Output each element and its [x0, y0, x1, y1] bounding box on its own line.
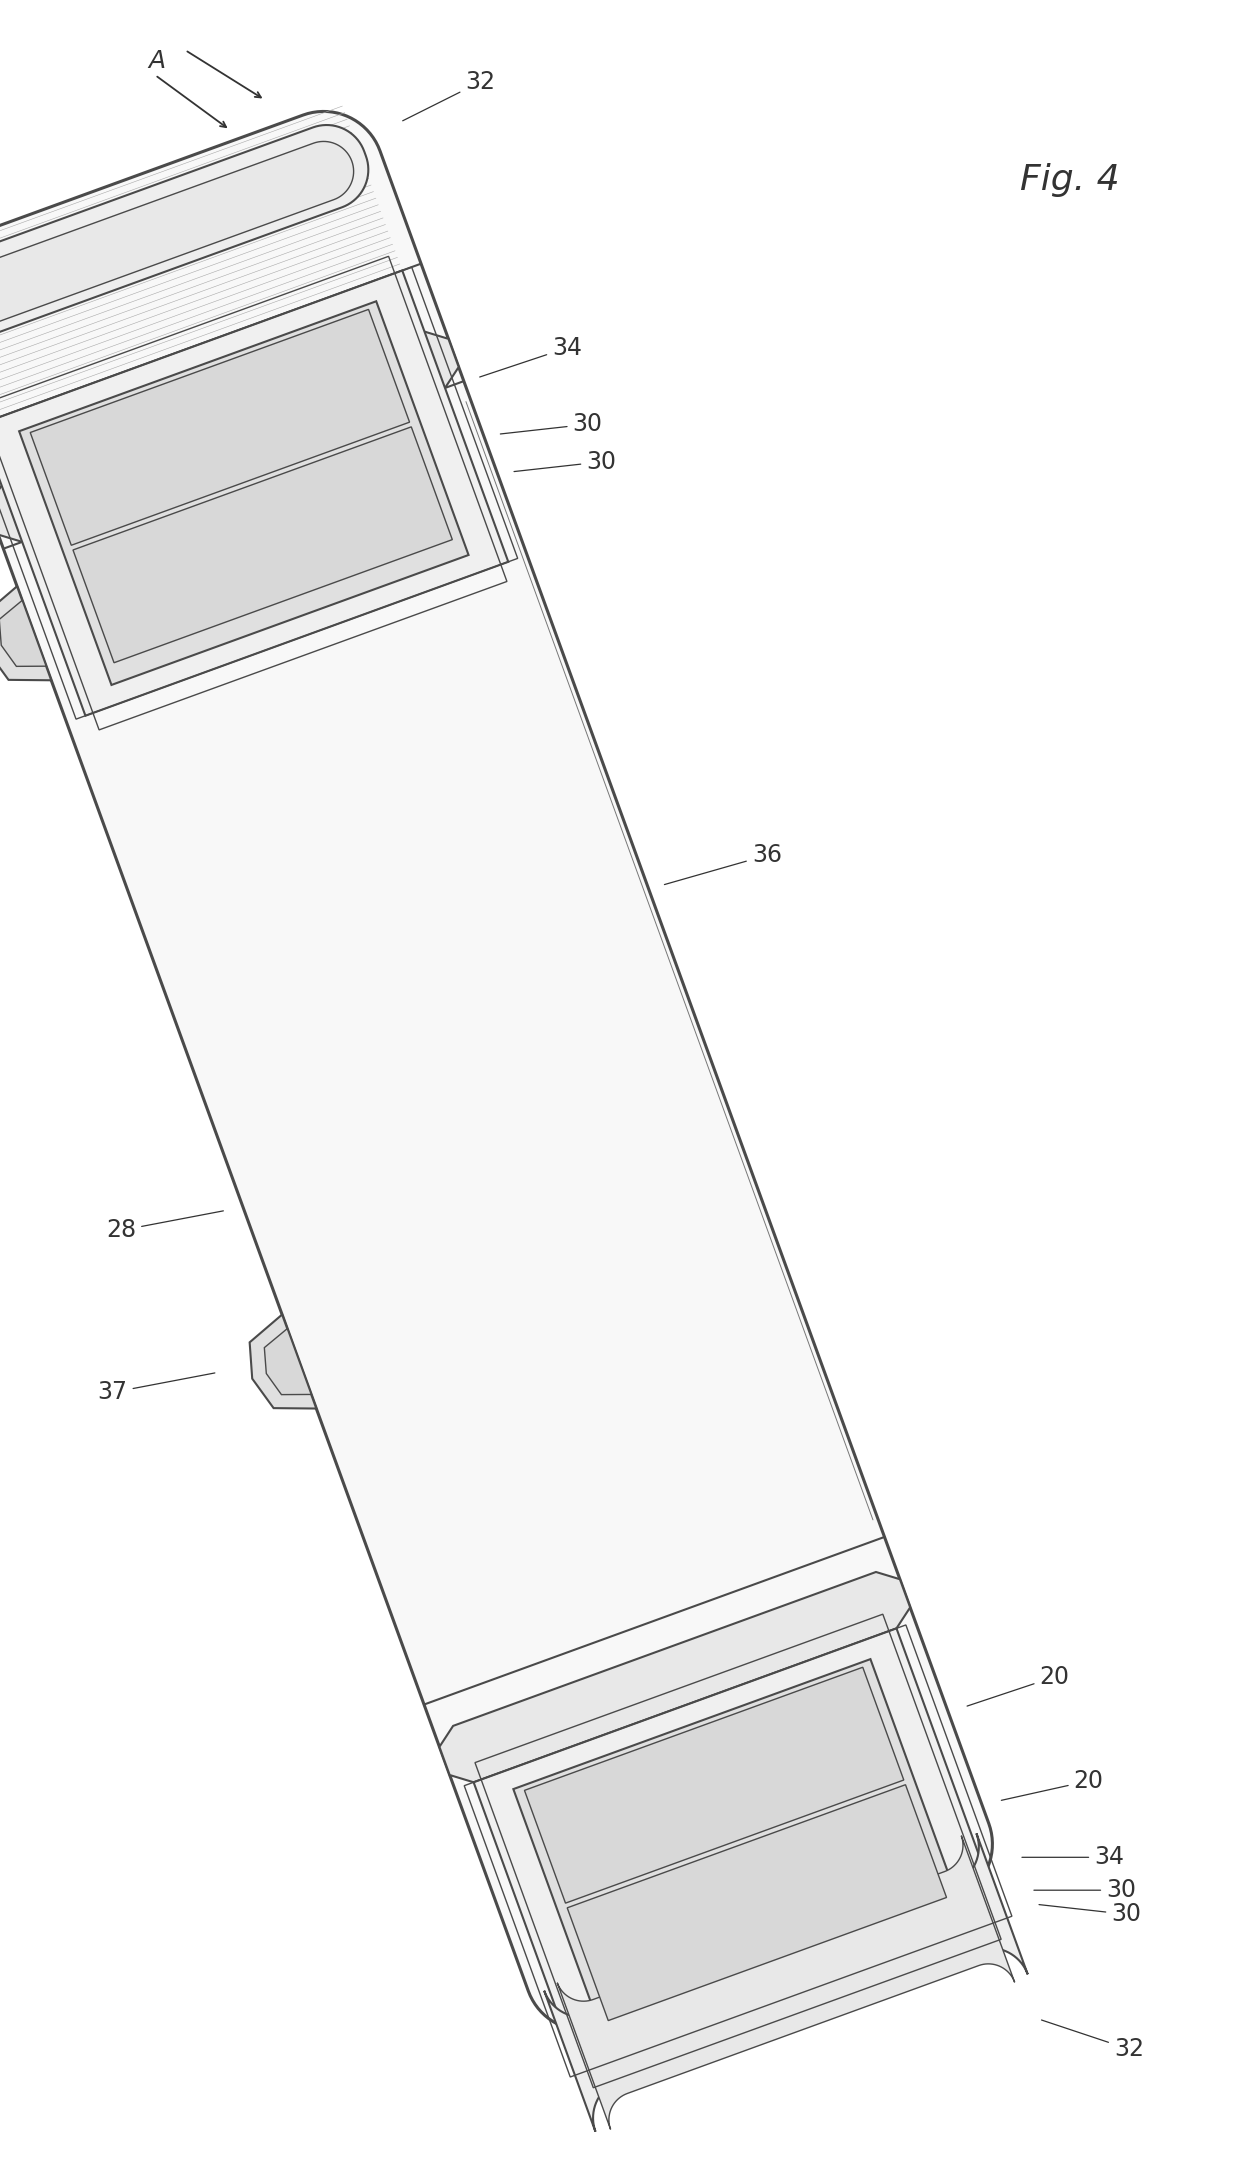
Text: 28: 28	[107, 1211, 223, 1241]
Text: 20: 20	[967, 1665, 1069, 1707]
Polygon shape	[19, 302, 469, 685]
Polygon shape	[544, 1833, 1028, 2133]
Polygon shape	[513, 1659, 962, 2044]
Polygon shape	[249, 1315, 316, 1409]
Text: 34: 34	[480, 337, 582, 376]
Text: 32: 32	[1042, 2020, 1143, 2061]
Text: 20: 20	[1002, 1770, 1104, 1800]
Polygon shape	[0, 126, 368, 339]
Polygon shape	[0, 141, 353, 328]
Polygon shape	[525, 1667, 904, 1902]
Polygon shape	[0, 587, 51, 680]
Text: 36: 36	[665, 844, 781, 885]
Text: 34: 34	[1022, 1846, 1125, 1870]
Text: 30: 30	[501, 413, 603, 437]
Polygon shape	[0, 333, 459, 541]
Text: 32: 32	[403, 70, 495, 122]
Polygon shape	[0, 270, 508, 715]
Text: A: A	[148, 50, 165, 74]
Text: 37: 37	[98, 1374, 215, 1404]
Text: 30: 30	[515, 450, 616, 474]
Text: Fig. 4: Fig. 4	[1021, 163, 1120, 198]
Polygon shape	[567, 1785, 946, 2020]
Polygon shape	[73, 426, 453, 663]
Polygon shape	[474, 1628, 1002, 2074]
Text: 30: 30	[1034, 1878, 1136, 1902]
Polygon shape	[30, 309, 409, 546]
Polygon shape	[439, 1572, 910, 1783]
Text: 30: 30	[1039, 1902, 1141, 1926]
Polygon shape	[264, 1328, 311, 1396]
Polygon shape	[557, 1835, 1014, 2128]
Polygon shape	[0, 600, 46, 667]
Polygon shape	[0, 111, 992, 2031]
